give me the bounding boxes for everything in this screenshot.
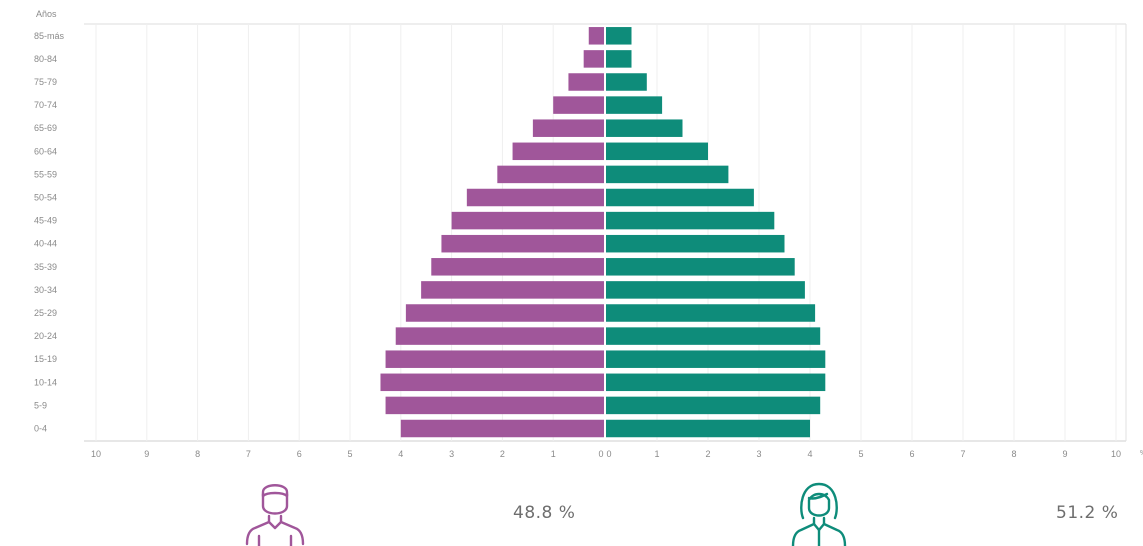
bar-left [532,119,604,137]
bar-left [385,396,604,415]
y-tick-label: 5-9 [34,400,47,410]
bar-left [431,258,604,276]
bar-right [606,188,754,207]
labels-layer: 10 9 8 7 6 5 4 3 2 1 0 0 1 2 3 4 5 6 7 8 9 100-45-910-1415-19… [34,31,1121,459]
bar-left [441,234,604,253]
x-tick-label-right: 7 [960,449,965,459]
x-tick-label-right: 5 [858,449,863,459]
x-tick-label-right: 9 [1062,449,1067,459]
y-tick-label: 80-84 [34,54,57,64]
bar-right [606,258,795,276]
x-tick-label-left: 1 [551,449,556,459]
x-tick-label-right: 2 [705,449,710,459]
bar-right [606,327,821,345]
man-icon [245,484,305,546]
x-tick-label-right: 0 [606,449,611,459]
bar-right [606,419,810,438]
bar-right [606,304,816,322]
x-tick-label-left: 4 [398,449,403,459]
bars-layer [380,27,826,438]
bar-right [606,142,708,161]
y-tick-label: 75-79 [34,77,57,87]
bar-right [606,396,821,415]
y-tick-label: 70-74 [34,100,57,110]
y-tick-label: 35-39 [34,262,57,272]
x-tick-label-left: 0 [598,449,603,459]
bar-left [400,419,604,438]
y-tick-label: 50-54 [34,193,57,203]
bar-left [405,304,604,322]
bar-left [512,142,604,161]
bar-left [421,281,604,299]
x-tick-label-left: 7 [246,449,251,459]
x-tick-label-left: 9 [144,449,149,459]
y-tick-label: 30-34 [34,285,57,295]
y-tick-label: 40-44 [34,239,57,249]
bar-left [451,211,604,230]
x-tick-label-left: 6 [297,449,302,459]
bar-left [583,50,604,68]
bar-right [606,96,663,114]
bar-left [568,73,604,91]
y-tick-label: 20-24 [34,331,57,341]
bar-right [606,281,805,299]
bar-left [553,96,604,114]
x-tick-label-right: 8 [1011,449,1016,459]
y-tick-label: 65-69 [34,123,57,133]
x-tick-label-left: 3 [449,449,454,459]
women-percentage: 51.2 % [1056,503,1119,523]
bar-right [606,50,632,68]
men-percentage: 48.8 % [513,503,576,523]
x-tick-label-left: 10 [91,449,101,459]
x-axis-unit: % [1140,450,1143,457]
woman-icon [791,482,847,546]
y-tick-label: 60-64 [34,146,57,156]
bar-right [606,27,632,45]
x-tick-label-left: 5 [347,449,352,459]
x-tick-label-right: 6 [909,449,914,459]
bar-right [606,350,826,368]
y-tick-label: 55-59 [34,169,57,179]
x-tick-label-right: 1 [654,449,659,459]
bar-left [497,165,604,184]
bar-right [606,165,729,184]
y-tick-label: 10-14 [34,377,57,387]
y-tick-label: 15-19 [34,354,57,364]
bar-left [385,350,604,368]
y-tick-label: 25-29 [34,308,57,318]
bar-right [606,234,785,253]
bar-left [588,27,604,45]
x-tick-label-right: 3 [756,449,761,459]
bar-right [606,73,647,91]
bar-left [380,373,604,392]
x-tick-label-left: 2 [500,449,505,459]
y-axis-title: Años [36,9,57,19]
x-tick-label-right: 4 [807,449,812,459]
bar-right [606,373,826,392]
bar-right [606,119,683,137]
y-tick-label: 85-más [34,31,65,41]
x-tick-label-left: 8 [195,449,200,459]
bar-left [466,188,604,207]
bar-left [395,327,604,345]
y-tick-label: 0-4 [34,424,47,434]
y-tick-label: 45-49 [34,216,57,226]
grid-layer [84,23,1127,442]
bar-right [606,211,775,230]
x-tick-label-right: 10 [1111,449,1121,459]
